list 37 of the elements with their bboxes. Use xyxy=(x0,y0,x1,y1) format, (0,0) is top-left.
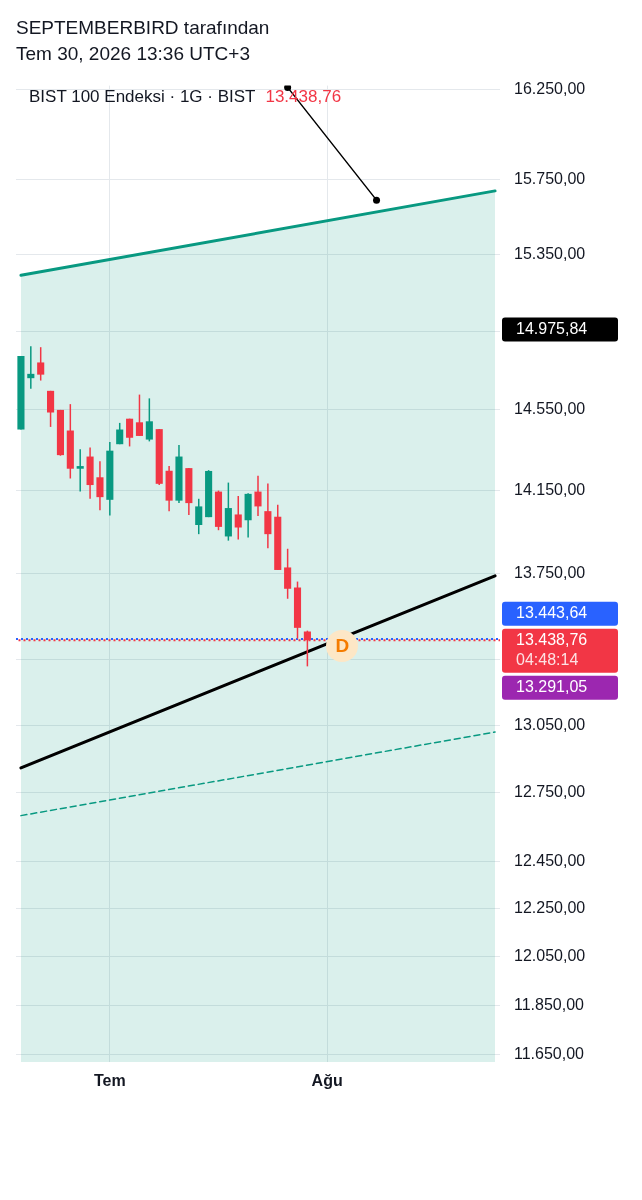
y-tick-label: 16.250,00 xyxy=(514,79,586,97)
y-tick-label: 12.250,00 xyxy=(514,899,586,917)
candlestick xyxy=(135,393,144,437)
y-tick-label: 12.450,00 xyxy=(514,852,586,870)
x-tick-label: Ağu xyxy=(311,1072,343,1090)
candlestick xyxy=(145,397,153,443)
x-tick-label: Tem xyxy=(93,1072,126,1090)
ref-line-label: 13.438,76 xyxy=(516,631,588,649)
candlestick xyxy=(234,495,242,541)
candlestick xyxy=(27,345,35,390)
candlestick xyxy=(254,475,262,517)
text: 04:48:14 xyxy=(516,651,579,669)
candlestick xyxy=(126,417,134,448)
y-tick-label: 14.150,00 xyxy=(514,480,586,498)
event-badge: D xyxy=(326,630,359,663)
text: SEPTEMBERBIRD tarafından xyxy=(16,17,270,39)
y-tick-label: 15.350,00 xyxy=(514,244,586,262)
candlestick xyxy=(284,548,292,600)
candlestick xyxy=(76,448,84,493)
y-tick-label: 13.750,00 xyxy=(514,564,586,582)
candlestick xyxy=(47,390,55,428)
y-tick-label: 12.050,00 xyxy=(514,947,586,964)
text: 13.291,05 xyxy=(516,678,588,696)
candlestick xyxy=(195,498,203,535)
text: 14.975,84 xyxy=(516,320,588,338)
chart-title: BIST 100 Endeksi · 1G · BIST xyxy=(29,87,256,106)
candlestick xyxy=(264,482,272,549)
candlestick xyxy=(96,460,104,512)
y-tick-label: 12.750,00 xyxy=(514,783,586,801)
y-tick-label: 11.650,00 xyxy=(514,1044,585,1062)
y-tick-label: 13.050,00 xyxy=(514,715,586,733)
y-tick-label: 14.550,00 xyxy=(514,400,586,418)
y-tick-label: 15.750,00 xyxy=(514,170,586,188)
y-tick-label: 11.850,00 xyxy=(514,995,585,1013)
candlestick xyxy=(37,346,45,382)
text: Tem 30, 2026 13:36 UTC+3 xyxy=(16,43,250,65)
ref-line-label: 13.443,64 xyxy=(516,604,588,622)
